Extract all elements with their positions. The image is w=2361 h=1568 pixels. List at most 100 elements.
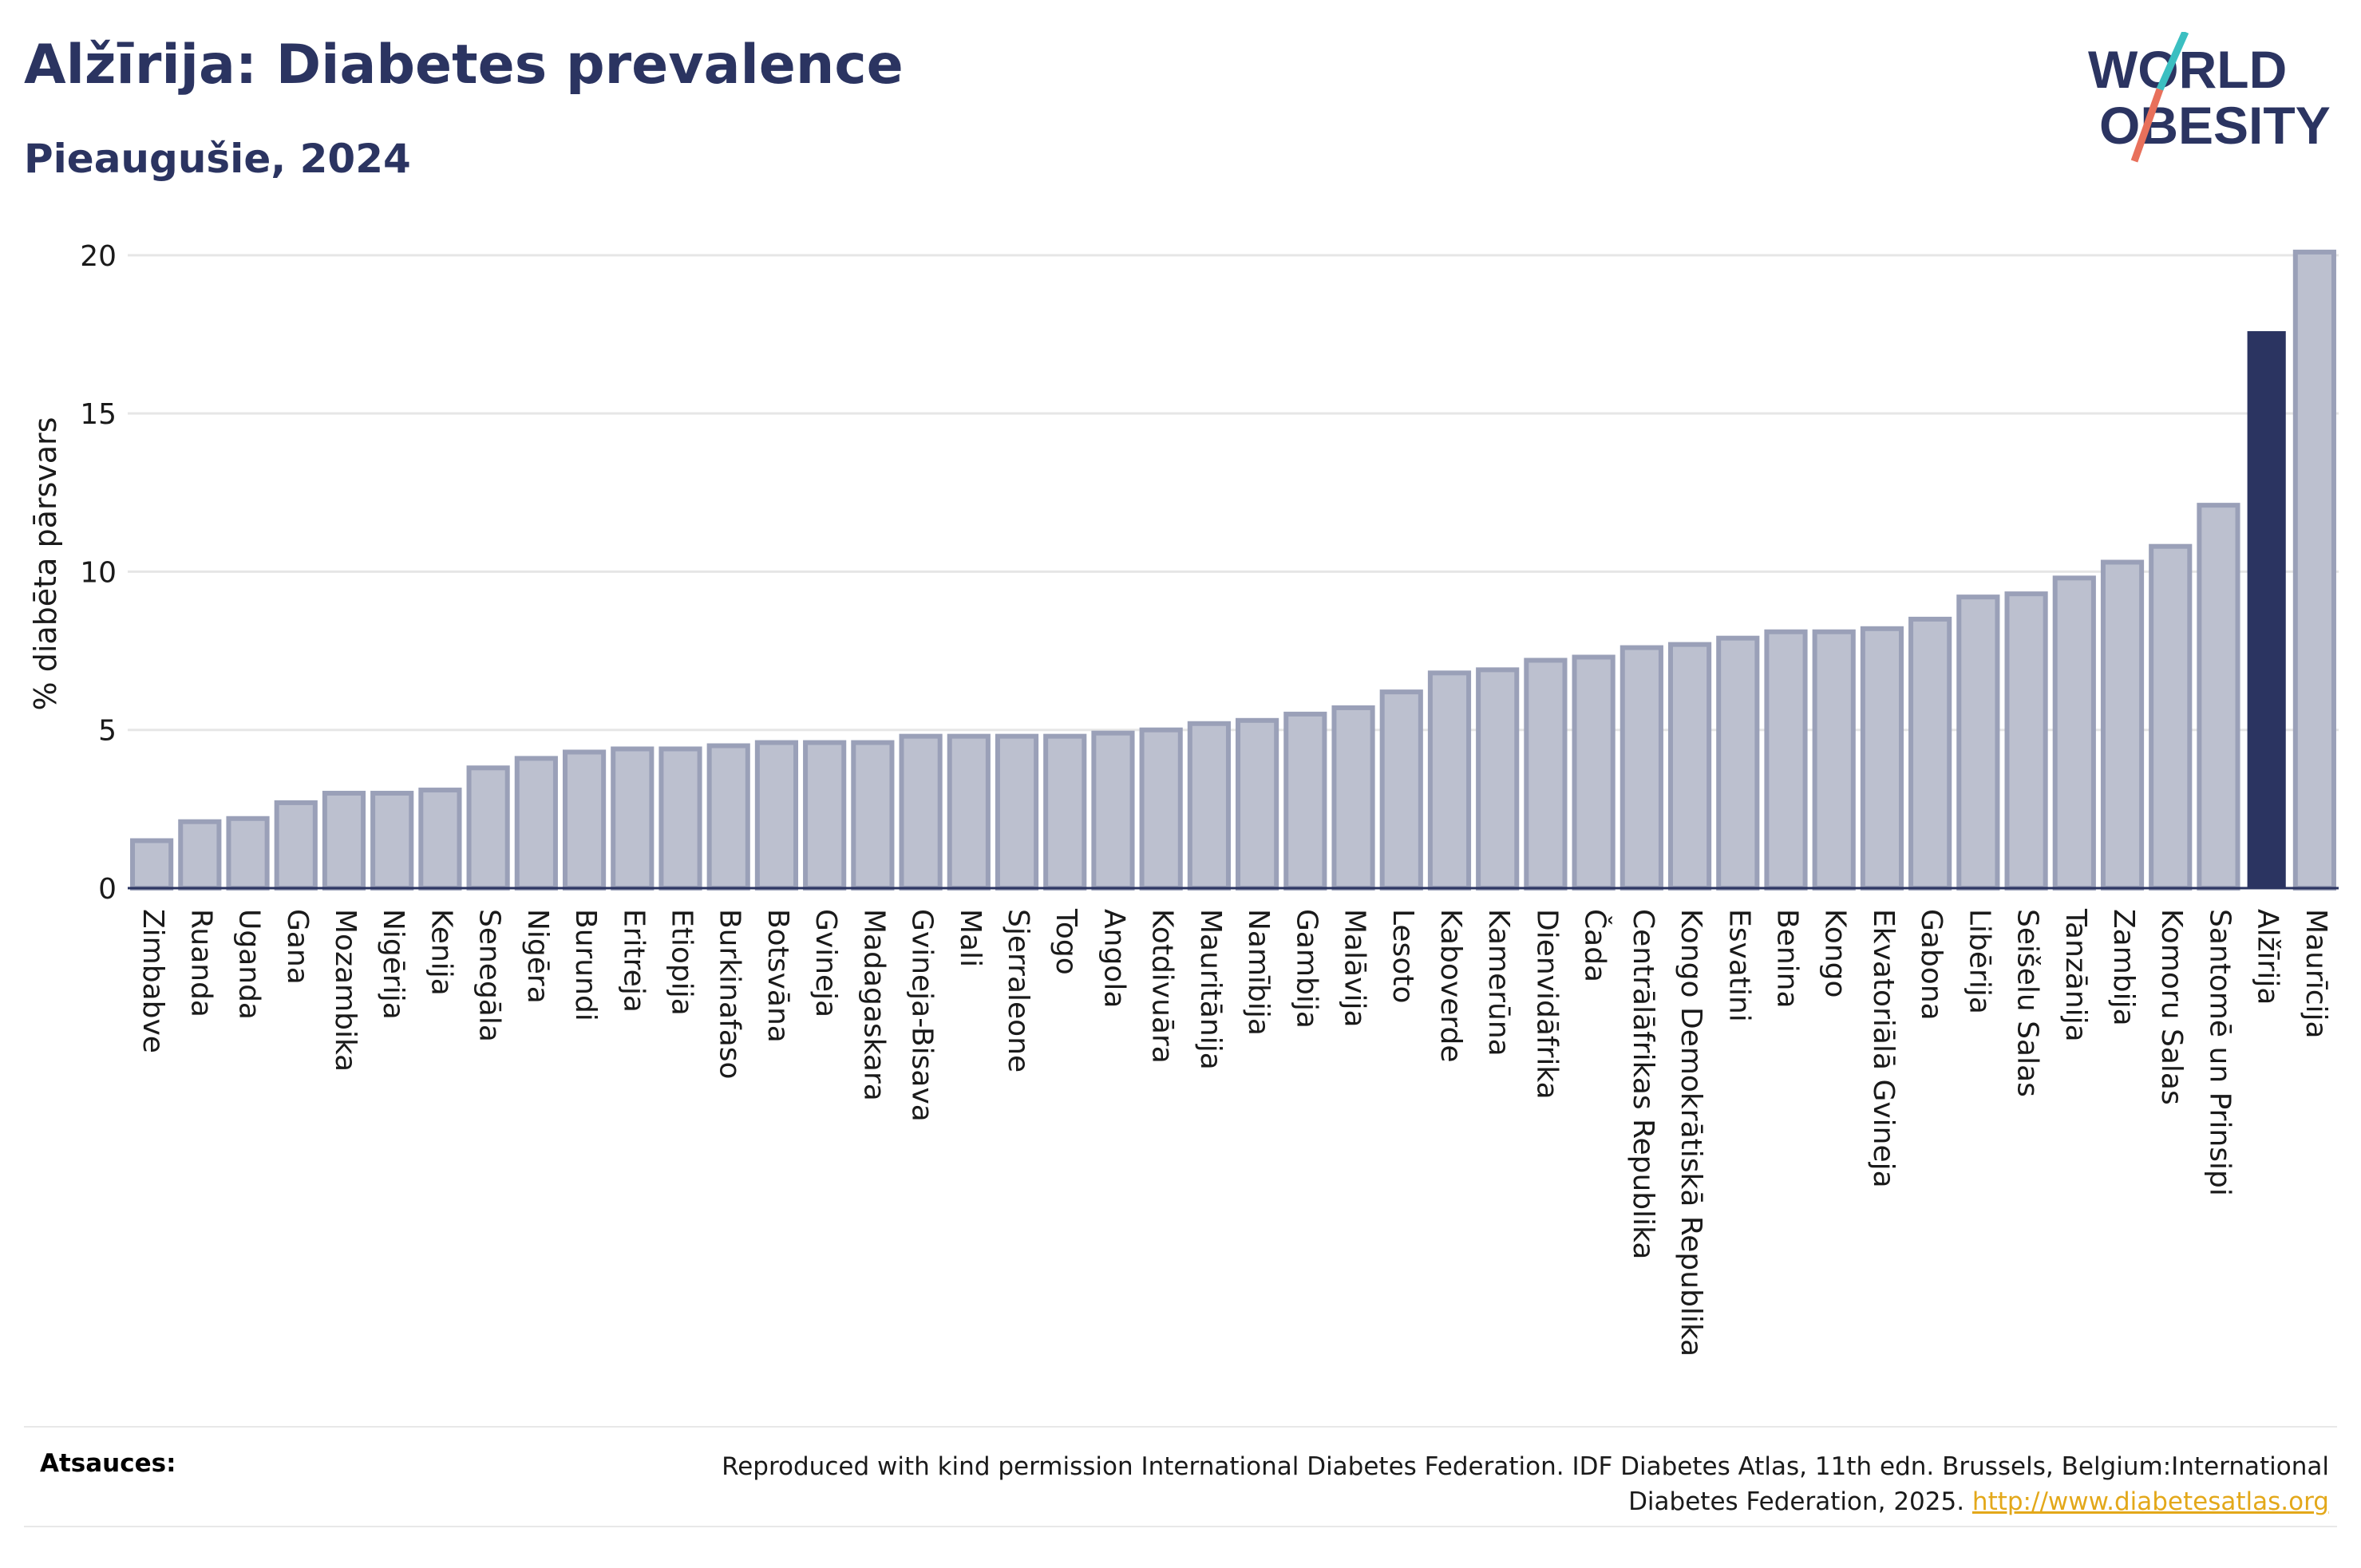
sources-text-block: Reproduced with kind permission Internat… (653, 1449, 2329, 1519)
bar (851, 740, 895, 891)
x-tick-label: Mauritānija (1194, 909, 1227, 1070)
bar (1956, 594, 2000, 891)
x-tick-label: Ruanda (184, 909, 217, 1017)
footer-bottom-rule (24, 1526, 2337, 1527)
sources-label: Atsauces: (40, 1449, 176, 1478)
bar (370, 791, 414, 891)
x-tick-label: Santomē un Prinsipi (2203, 909, 2236, 1196)
x-tick-label: Kongo (1819, 909, 1852, 998)
x-tick-label: Ekvatoriālā Gvineja (1867, 909, 1900, 1188)
bar (1908, 616, 1952, 891)
bar (1043, 733, 1087, 891)
bar (2100, 559, 2145, 891)
bar (803, 740, 847, 891)
bar (2004, 591, 2048, 891)
bar (418, 788, 462, 891)
y-tick-label: 5 (98, 715, 117, 748)
x-axis-labels: Zimbabve Ruanda Uganda Gana Mozambika Nigērij… (136, 908, 2332, 1357)
x-tick-label: Esvatini (1722, 909, 1755, 1022)
chart-subtitle: Pieaugušie, 2024 (24, 136, 411, 182)
bar (1331, 705, 1375, 891)
bar (1619, 645, 1663, 891)
x-tick-label: Botsvāna (761, 909, 794, 1043)
y-axis-ticks: 0 5 10 15 20 (80, 240, 117, 906)
x-tick-label: Zimbabve (136, 909, 169, 1053)
sources-link[interactable]: http://www.diabetesatlas.org (1971, 1487, 2329, 1516)
x-tick-label: Centrālāfrikas Republika (1627, 909, 1659, 1259)
bar (466, 765, 510, 891)
x-tick-label: Gvineja (809, 909, 842, 1017)
x-tick-label: Benina (1771, 909, 1804, 1009)
bar (322, 791, 366, 891)
bar (514, 756, 558, 891)
y-tick-label: 0 (98, 873, 117, 906)
x-tick-label: Gabona (1915, 909, 1948, 1021)
x-tick-label: Burundi (569, 909, 602, 1021)
bar-chart: 0 5 10 15 20 Zimbabve Ruanda Uganda Gana Mozambi… (28, 240, 2339, 1357)
x-tick-label: Etiopija (666, 909, 698, 1016)
x-tick-label: Angola (1097, 909, 1130, 1008)
bar (1091, 730, 1135, 891)
y-axis-label: % diabēta pārsvars (28, 417, 63, 711)
y-tick-label: 15 (80, 398, 117, 431)
footer-top-rule (24, 1426, 2337, 1428)
x-tick-label: Mozambika (329, 909, 362, 1072)
y-tick-label: 20 (80, 240, 117, 273)
world-obesity-logo: WORLD OBESITY (2088, 32, 2331, 163)
bar (1716, 635, 1760, 891)
bar (947, 733, 991, 891)
bar (658, 746, 702, 891)
x-tick-label: Libērija (1963, 909, 1995, 1014)
bar (130, 838, 174, 891)
bar (1236, 717, 1279, 891)
bar (2149, 543, 2193, 891)
bar (2197, 503, 2240, 891)
y-tick-label: 10 (80, 556, 117, 589)
logo-slash-teal (2156, 32, 2189, 91)
x-tick-label: Dienvidāfrika (1530, 909, 1563, 1100)
x-tick-label: Kaboverde (1434, 909, 1467, 1063)
bar (274, 800, 318, 891)
x-tick-label: Senegāla (473, 909, 506, 1042)
chart-title: Alžīrija: Diabetes prevalence (24, 34, 904, 97)
bar (1572, 654, 1616, 891)
bar (1187, 721, 1231, 891)
x-tick-label: Kotdivuāra (1146, 909, 1179, 1064)
x-tick-label: Nigērija (377, 909, 409, 1020)
x-tick-label: Maurīcija (2300, 909, 2332, 1039)
x-tick-label: Kamerūna (1482, 909, 1515, 1057)
x-tick-label: Zambija (2107, 909, 2140, 1026)
bar (1860, 626, 1904, 891)
x-tick-label: Sjerraleone (1002, 909, 1034, 1072)
bar (995, 733, 1039, 891)
x-tick-label: Eritreja (617, 909, 650, 1013)
x-tick-label: Togo (1050, 908, 1082, 975)
bar (1764, 629, 1808, 891)
x-tick-label: Alžīrija (2252, 909, 2284, 1005)
bar (2292, 249, 2336, 891)
logo-line-1: WORLD (2088, 40, 2287, 99)
x-tick-label: Kenija (425, 909, 457, 996)
bar (899, 733, 943, 891)
x-tick-label: Uganda (233, 909, 266, 1020)
bar (2052, 575, 2096, 891)
x-tick-label: Komoru Salas (2155, 909, 2188, 1105)
bar (1667, 642, 1712, 891)
x-tick-label: Gambija (1290, 909, 1323, 1029)
bar (1379, 689, 1423, 891)
x-tick-label: Malāvija (1339, 909, 1371, 1028)
x-tick-label: Čada (1579, 909, 1612, 982)
x-tick-label: Namībija (1242, 909, 1275, 1036)
bar (1427, 670, 1472, 891)
x-tick-label: Nigēra (521, 909, 554, 1004)
x-tick-label: Burkinafaso (714, 909, 746, 1080)
bar (562, 749, 607, 891)
bars (130, 249, 2336, 891)
x-tick-label: Mali (954, 909, 987, 967)
bar (1476, 667, 1520, 891)
sources-text: Reproduced with kind permission Internat… (722, 1452, 2329, 1516)
bar (226, 816, 270, 891)
bar (178, 819, 222, 891)
bar (611, 746, 655, 891)
bar (706, 743, 750, 891)
